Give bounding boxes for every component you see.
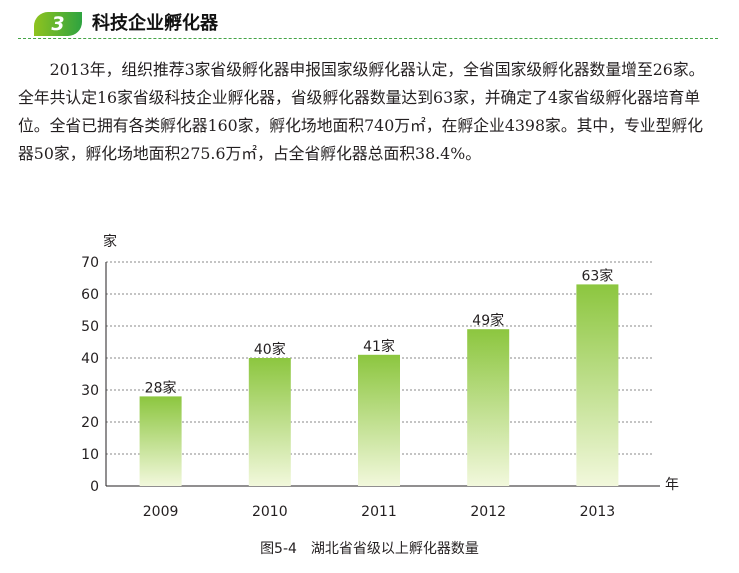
bar-chart: 0 10 20 30 40 50 60 70 28家 40家 41家 49家 63家 2009 2010… [81, 233, 679, 520]
bar-label-2013: 63家 [581, 267, 613, 284]
section-number: 3 [51, 13, 65, 35]
x-tick-label-2009: 2009 [143, 504, 179, 520]
bar-label-2009: 28家 [145, 379, 177, 396]
y-tick-label-20: 20 [81, 415, 99, 431]
bar-label-2011: 41家 [363, 338, 395, 355]
y-tick-label-50: 50 [81, 319, 99, 335]
section-header: 3 科技企业孵化器 [18, 10, 718, 40]
x-tick-label-2012: 2012 [470, 504, 506, 520]
bars [139, 284, 619, 486]
bar-2013 [576, 284, 619, 486]
section-title: 科技企业孵化器 [92, 13, 218, 34]
x-tick-label-2011: 2011 [361, 504, 397, 520]
y-tick-label-60: 60 [81, 287, 99, 303]
y-tick-label-10: 10 [81, 447, 99, 463]
x-axis-label: 年 [665, 477, 679, 493]
figure-caption: 图5-4 湖北省省级以上孵化器数量 [260, 541, 479, 557]
y-tick-labels: 0 10 20 30 40 50 60 70 [81, 255, 99, 495]
y-tick-label-70: 70 [81, 255, 99, 271]
bar-label-2012: 49家 [472, 312, 504, 329]
bar-2011 [358, 354, 400, 486]
bar-2010 [248, 358, 291, 486]
section-number-badge: 3 [34, 12, 82, 36]
body-paragraph: 2013年，组织推荐3家省级孵化器申报国家级孵化器认定，全省国家级孵化器数量增至… [18, 60, 705, 163]
bar-data-labels: 28家 40家 41家 49家 63家 [145, 267, 614, 396]
bar-2009 [139, 396, 182, 486]
x-tick-labels: 2009 2010 2011 2012 2013 [143, 504, 615, 520]
y-tick-label-30: 30 [81, 383, 99, 399]
x-tick-label-2013: 2013 [580, 504, 616, 520]
x-tick-label-2010: 2010 [252, 504, 288, 520]
section-divider [18, 38, 718, 40]
bar-label-2010: 40家 [254, 341, 286, 358]
y-axis-label: 家 [103, 233, 117, 250]
y-tick-label-40: 40 [81, 351, 99, 367]
y-tick-label-0: 0 [90, 479, 99, 495]
bar-2012 [467, 329, 510, 486]
